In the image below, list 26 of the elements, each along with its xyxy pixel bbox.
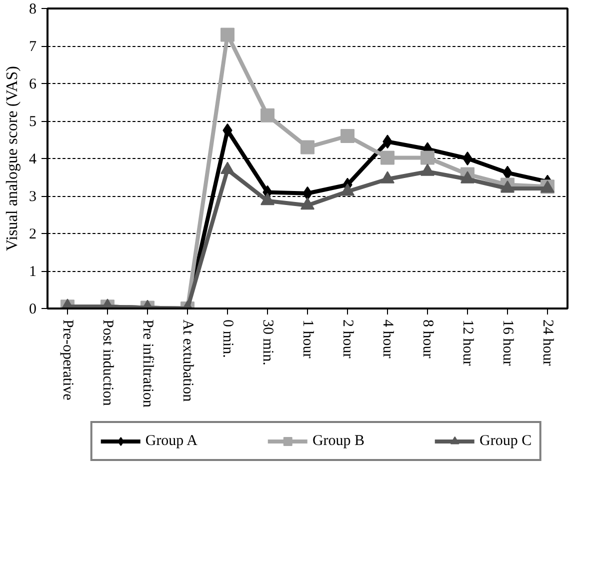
y-axis-title: Visual analogue score (VAS)	[4, 66, 21, 251]
x-tick-label: Pre infiltration	[140, 320, 156, 408]
y-tick-label: 0	[29, 302, 36, 318]
legend-label: Group B	[312, 432, 365, 450]
x-tick-label: Post induction	[100, 320, 116, 406]
x-tick-label: 1 hour	[300, 320, 316, 358]
x-tick-label: 16 hour	[500, 320, 516, 366]
x-tick-label: At extubation	[180, 320, 196, 402]
y-tick-label: 2	[29, 226, 36, 242]
y-tick-label: 4	[29, 152, 37, 168]
y-tick-label: 1	[29, 264, 36, 280]
legend-label: Group C	[480, 432, 532, 450]
y-tick-label: 8	[29, 2, 36, 18]
y-tick-label: 7	[29, 39, 37, 55]
x-tick-label: Pre-operative	[60, 320, 76, 401]
x-tick-label: 8 hour	[420, 320, 436, 358]
x-tick-label: 24 hour	[540, 320, 556, 366]
x-tick-label: 12 hour	[460, 320, 476, 366]
legend-label: Group A	[145, 432, 198, 450]
y-tick-label: 5	[29, 114, 36, 130]
x-tick-label: 4 hour	[380, 320, 396, 358]
x-tick-label: 30 min.	[260, 320, 276, 366]
y-tick-label: 3	[29, 189, 36, 205]
x-tick-label: 2 hour	[340, 320, 356, 358]
y-tick-label: 6	[29, 76, 37, 92]
x-tick-label: 0 min.	[220, 320, 236, 358]
